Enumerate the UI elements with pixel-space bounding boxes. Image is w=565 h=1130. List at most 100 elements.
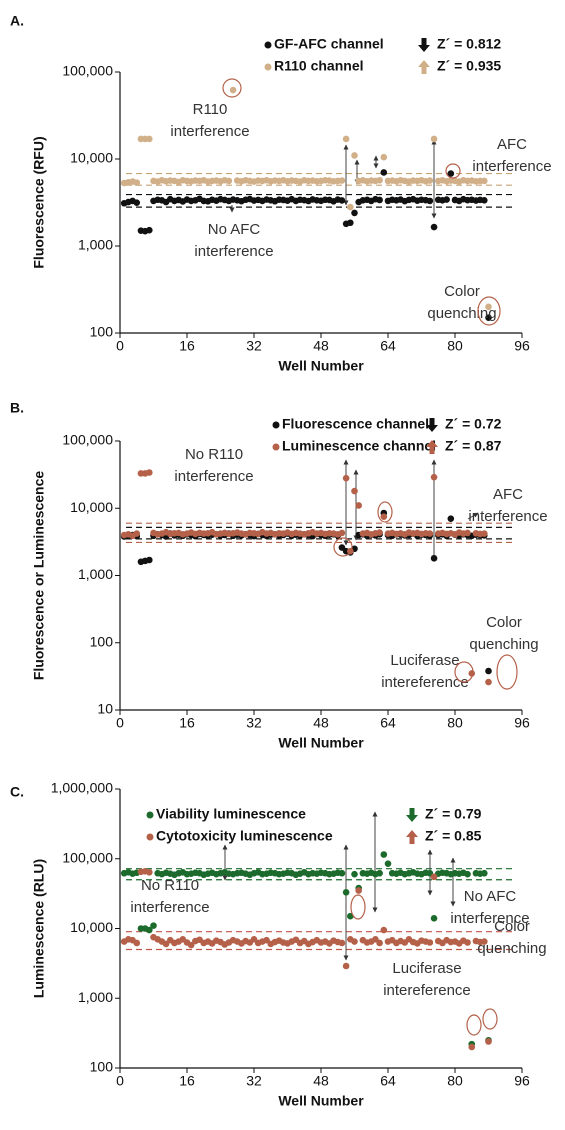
data-point	[380, 851, 388, 858]
annotation: quenching	[477, 940, 546, 957]
x-tick-label: 96	[514, 338, 530, 354]
x-tick-label: 64	[380, 338, 396, 354]
annotation: AFC	[493, 486, 523, 503]
panel: A. 100 1,000 10,000 100,000 0 16 32 48 64 80 96 Well…	[10, 13, 552, 374]
annotation: AFC	[497, 136, 527, 153]
annotation: interference	[130, 899, 209, 916]
data-point	[380, 169, 388, 176]
x-tick-label: 32	[246, 715, 262, 731]
legend-arrow	[406, 808, 418, 822]
legend-z: Z´ = 0.935	[437, 58, 501, 74]
annotation: intereference	[381, 674, 469, 691]
legend-label: Viability luminescence	[156, 806, 306, 822]
annotation: No AFC	[208, 221, 261, 238]
x-tick-label: 0	[116, 1073, 124, 1089]
data-point	[376, 869, 383, 877]
data-point	[376, 176, 383, 184]
data-point	[430, 915, 438, 922]
annotation: quenching	[427, 305, 496, 322]
annotation: intereference	[383, 982, 471, 999]
data-point	[263, 936, 270, 944]
x-tick-label: 48	[313, 338, 329, 354]
data-point	[464, 870, 471, 878]
data-point	[162, 940, 170, 948]
data-point	[351, 870, 358, 878]
annotation: Color	[486, 614, 522, 631]
data-point	[351, 487, 358, 495]
data-point	[380, 513, 388, 520]
annotation: interference	[170, 123, 249, 140]
data-point	[338, 529, 346, 537]
y-tick-label: 100,000	[62, 63, 113, 79]
data-point	[426, 177, 434, 184]
data-point	[225, 177, 233, 185]
data-point	[376, 529, 383, 536]
annotation: interference	[468, 508, 547, 525]
x-tick-label: 80	[447, 715, 463, 731]
x-tick-label: 48	[313, 715, 329, 731]
data-point	[485, 1038, 492, 1045]
y-tick-label: 100	[90, 633, 114, 649]
data-point	[430, 873, 438, 881]
x-tick-label: 0	[116, 338, 124, 354]
legend-label: Luminescence channel	[282, 438, 436, 454]
y-tick-label: 10	[97, 701, 113, 717]
data-point	[355, 502, 362, 509]
highlight-circle	[222, 78, 242, 98]
x-tick-label: 16	[179, 338, 195, 354]
annotation: Luciferase	[392, 960, 461, 977]
data-point	[485, 303, 492, 311]
legend-arrow	[418, 38, 430, 52]
legend-arrow	[418, 60, 430, 74]
data-point	[481, 938, 488, 945]
legend-marker	[264, 63, 272, 71]
x-tick-label: 48	[313, 1073, 329, 1089]
x-tick-label: 80	[447, 1073, 463, 1089]
y-tick-label: 10,000	[70, 499, 113, 515]
legend-arrow	[406, 830, 418, 844]
x-axis-title: Well Number	[278, 735, 364, 751]
x-tick-label: 64	[380, 1073, 396, 1089]
highlight-circle	[377, 501, 393, 523]
x-tick-label: 32	[246, 1073, 262, 1089]
data-point	[447, 515, 455, 522]
panel-label: A.	[10, 13, 24, 29]
legend-label: GF-AFC channel	[274, 36, 384, 52]
legend-label: Cytotoxicity luminescence	[156, 828, 333, 844]
data-point	[426, 197, 434, 205]
x-axis-title: Well Number	[278, 1093, 364, 1109]
data-point	[380, 926, 388, 934]
data-point	[146, 135, 153, 143]
annotation: interference	[194, 243, 273, 260]
legend-arrow	[426, 440, 438, 454]
data-point	[338, 869, 346, 877]
data-point	[338, 177, 346, 184]
annotation: interference	[472, 158, 551, 175]
data-point	[150, 922, 157, 929]
data-point	[481, 197, 488, 204]
data-point	[342, 889, 350, 896]
data-point	[342, 962, 350, 970]
annotation: interference	[450, 910, 529, 927]
y-tick-label: 100	[90, 324, 114, 340]
y-tick-label: 100,000	[62, 849, 113, 865]
data-point	[447, 170, 455, 177]
legend-marker	[272, 443, 280, 451]
data-point	[146, 226, 153, 234]
x-tick-label: 96	[514, 715, 530, 731]
x-tick-label: 64	[380, 715, 396, 731]
legend-z: Z´ = 0.79	[425, 806, 482, 822]
x-axis-title: Well Number	[278, 358, 364, 374]
highlight-circle	[350, 894, 366, 920]
data-point	[430, 555, 438, 562]
x-tick-label: 80	[447, 338, 463, 354]
data-point	[146, 926, 153, 934]
annotation: Color	[494, 918, 530, 935]
x-tick-label: 0	[116, 715, 124, 731]
legend-marker	[264, 41, 272, 49]
highlight-circle	[333, 537, 353, 557]
data-point	[351, 938, 358, 945]
annotation: Color	[444, 283, 480, 300]
highlight-circle	[445, 163, 461, 179]
